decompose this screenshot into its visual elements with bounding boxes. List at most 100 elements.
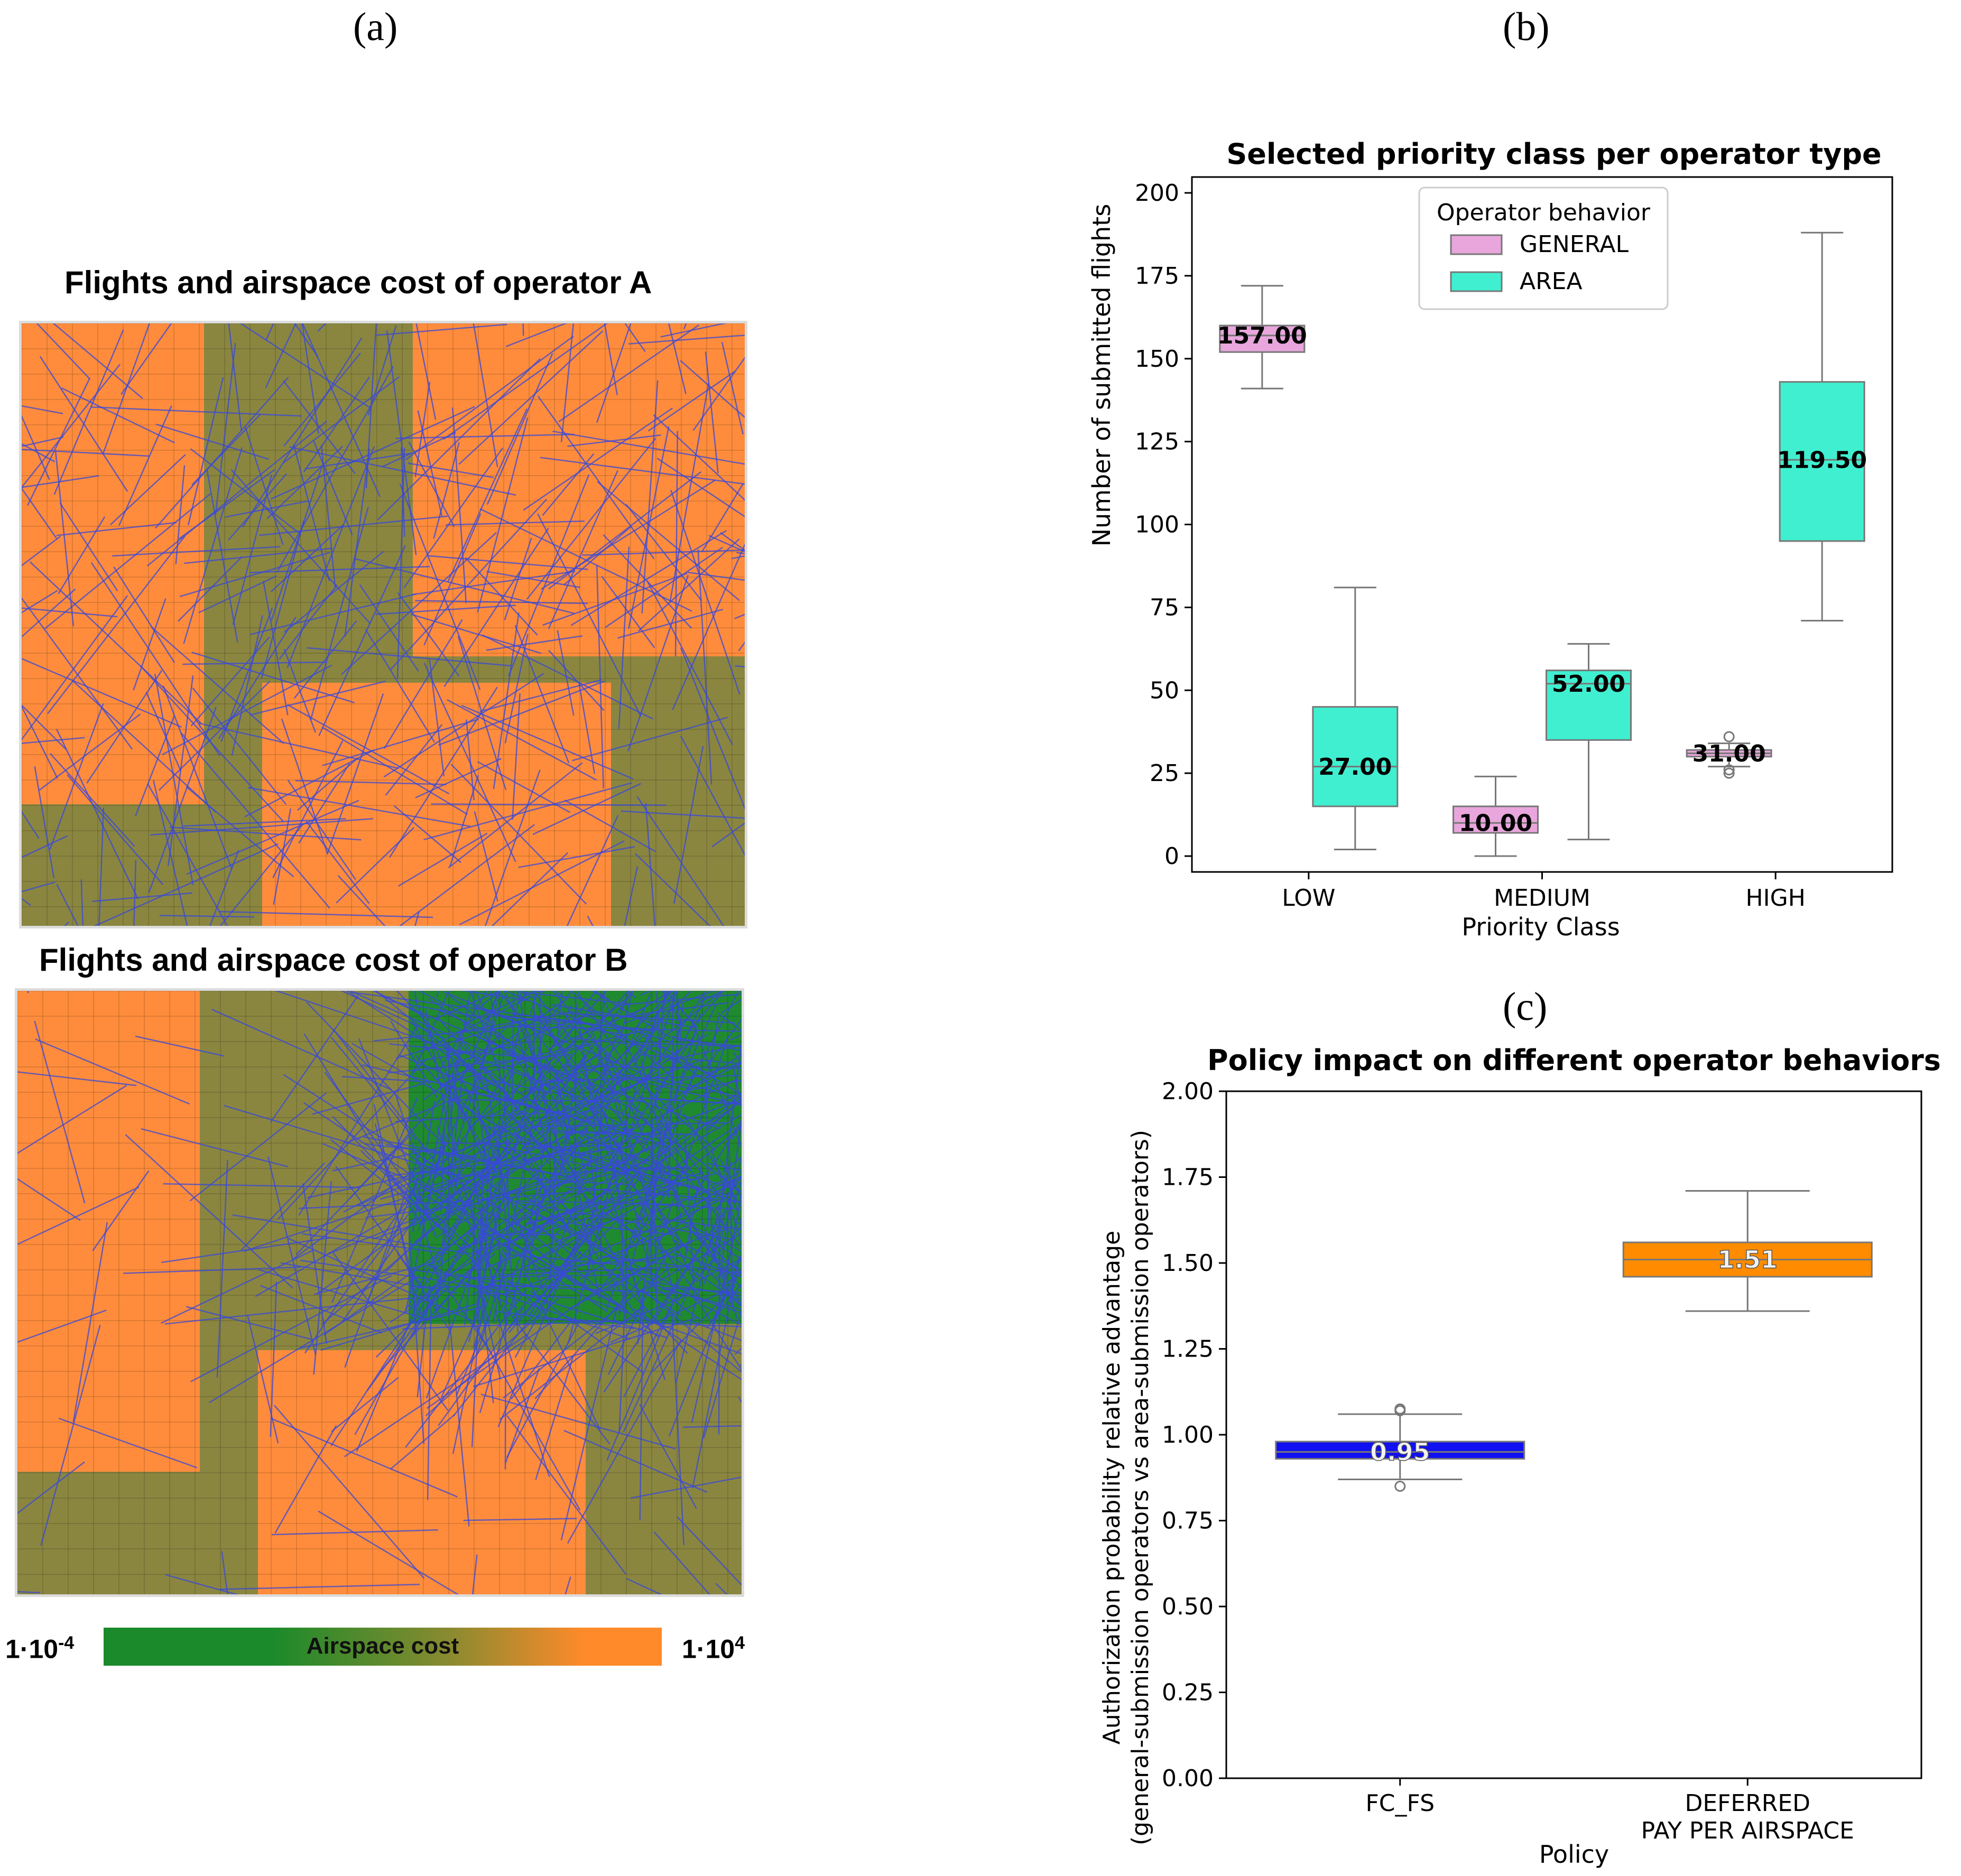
flight-path <box>646 1280 742 1297</box>
flight-path <box>507 474 590 677</box>
flight-path <box>506 1415 626 1575</box>
flight-path <box>532 783 641 835</box>
flight-path <box>92 892 193 902</box>
flight-path <box>676 1038 742 1047</box>
flight-path <box>587 1053 607 1277</box>
y-tick-label: 0 <box>1164 843 1179 870</box>
flight-path <box>330 1285 437 1446</box>
flight-path <box>690 1119 742 1202</box>
flight-path <box>270 406 475 500</box>
flight-path <box>688 991 725 1032</box>
flight-path <box>511 991 515 1114</box>
flight-path <box>684 1165 702 1262</box>
chart-b-plot-area: 0 25 50 75 100 125 150 175 200 LOW MEDIUM HIGH 157.0… <box>1135 176 1893 912</box>
flight-path <box>22 705 58 779</box>
flight-path <box>175 465 186 564</box>
flight-path <box>426 1187 502 1399</box>
flight-path <box>692 1232 742 1289</box>
flight-path <box>472 1201 644 1254</box>
flight-path <box>313 1181 332 1375</box>
flight-path <box>261 519 305 680</box>
operator-b-map <box>15 988 744 1597</box>
operator-a-map <box>19 321 747 928</box>
flight-path <box>702 1304 742 1326</box>
flight-path <box>396 448 405 679</box>
flight-path <box>34 766 55 878</box>
flight-path <box>446 520 585 526</box>
flight-path <box>17 1178 81 1221</box>
flight-path <box>677 1516 742 1586</box>
flight-path <box>460 991 529 1001</box>
flight-path <box>190 448 300 534</box>
flight-path <box>523 991 632 1005</box>
flight-path <box>211 1009 393 1091</box>
flight-path <box>372 1178 548 1240</box>
flight-path <box>438 1187 521 1237</box>
flight-path <box>415 600 588 605</box>
median-label: 1.51 <box>1718 1246 1778 1274</box>
flight-path <box>242 337 363 528</box>
flight-path <box>209 1275 420 1404</box>
flight-path <box>169 826 362 841</box>
flight-path <box>624 323 646 352</box>
flight-path <box>673 1252 742 1278</box>
flight-path <box>707 1097 742 1131</box>
flight-path <box>677 1163 742 1249</box>
flight-path <box>438 680 605 746</box>
flight-path <box>118 405 172 526</box>
flight-path <box>517 1034 551 1162</box>
flight-path <box>90 406 302 417</box>
flight-path <box>22 597 133 750</box>
chart-b-title: Selected priority class per operator typ… <box>1226 137 1881 171</box>
flight-path <box>721 342 744 435</box>
flight-path <box>669 383 709 603</box>
flight-path <box>555 1071 600 1299</box>
flight-path <box>596 565 604 789</box>
flight-path <box>680 1198 742 1203</box>
flight-path <box>605 546 723 628</box>
flight-path <box>718 1214 720 1435</box>
flight-path <box>293 444 330 582</box>
flight-path <box>458 1188 672 1249</box>
flight-path <box>570 530 727 626</box>
flight-path <box>535 1355 574 1480</box>
box-iqr <box>1219 324 1306 353</box>
chart-b-xlabel: Priority Class <box>1462 913 1620 941</box>
flight-path <box>635 991 674 1029</box>
flight-path <box>560 323 575 442</box>
flight-path <box>427 1298 432 1500</box>
flight-path <box>600 995 673 1138</box>
flight-path <box>56 729 139 900</box>
flight-path <box>40 1325 101 1546</box>
flight-path <box>165 1574 239 1594</box>
flight-path <box>408 1232 425 1444</box>
flight-path <box>189 1092 327 1202</box>
flight-path <box>396 991 486 1084</box>
flight-path <box>668 323 687 394</box>
flight-path <box>228 473 288 541</box>
flight-path <box>56 884 79 926</box>
median-label: 10.00 <box>1459 810 1532 837</box>
y-tick-label: 0.00 <box>1162 1765 1214 1792</box>
flight-path <box>545 991 630 1088</box>
flight-path <box>708 535 745 553</box>
flight-path <box>36 323 90 379</box>
flight-path <box>423 1187 594 1293</box>
flight-path <box>359 1206 415 1278</box>
colorbar-min-label: 1·10-4 <box>5 1633 75 1664</box>
flight-path <box>390 1414 456 1470</box>
flight-path <box>456 1033 538 1132</box>
flight-path <box>690 1017 742 1149</box>
flight-path <box>216 1160 228 1378</box>
flight-path <box>135 1035 224 1057</box>
flight-path <box>283 648 317 733</box>
flight-path <box>282 376 400 464</box>
flight-path <box>596 323 632 423</box>
flight-path <box>570 991 675 1080</box>
flight-path <box>639 1404 697 1509</box>
flight-path <box>140 665 284 822</box>
flight-path <box>564 1063 742 1106</box>
flight-path <box>34 1020 86 1204</box>
flight-path <box>385 1000 487 1019</box>
flight-path <box>652 1285 736 1372</box>
